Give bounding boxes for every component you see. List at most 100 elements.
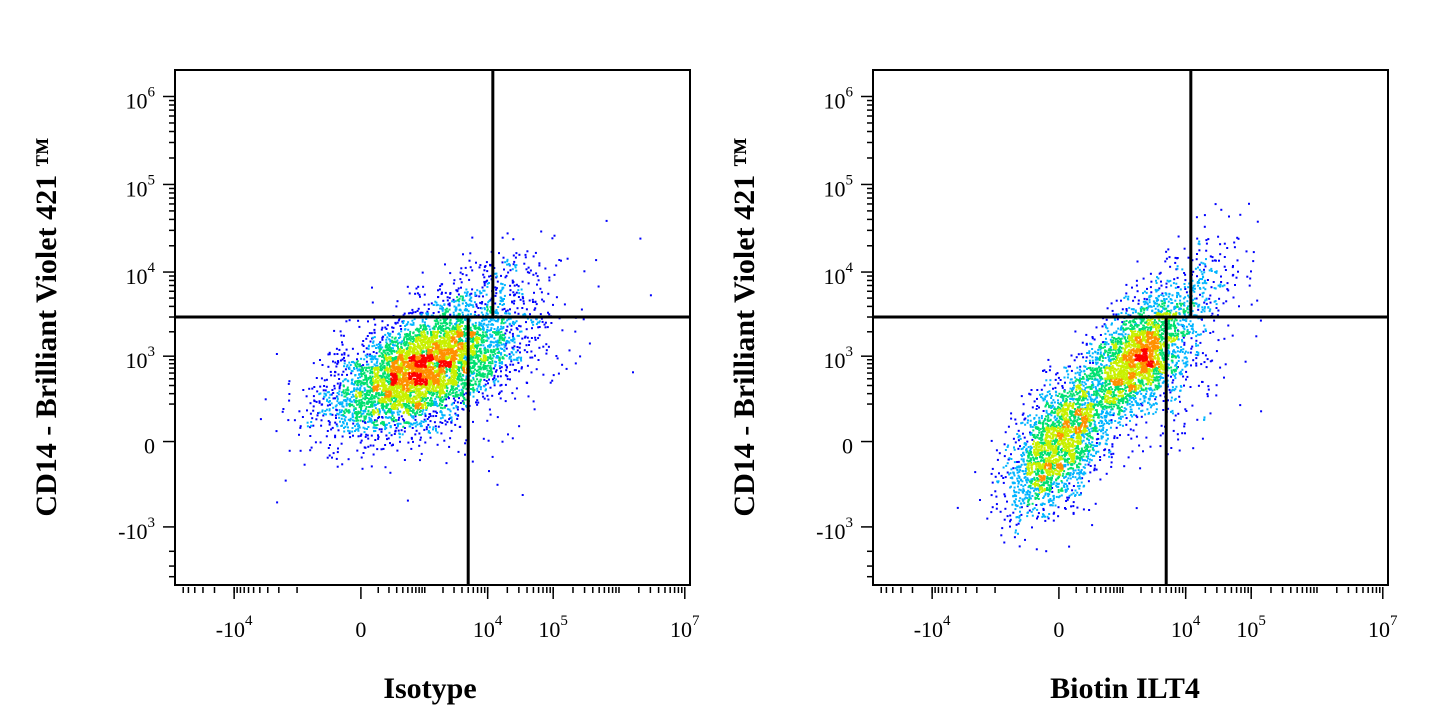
event-dot [406, 347, 409, 349]
event-dot [443, 342, 446, 345]
event-dot [407, 404, 410, 407]
event-dot [449, 390, 451, 393]
event-dot [379, 341, 382, 344]
event-dot [476, 330, 479, 333]
event-dot [384, 466, 387, 469]
event-dot [501, 283, 504, 286]
event-dot [538, 346, 541, 349]
event-dot [343, 353, 346, 356]
event-dot [489, 386, 492, 389]
event-dot [444, 423, 447, 426]
event-dot [416, 309, 419, 312]
event-dot [439, 332, 442, 335]
event-dot [355, 419, 358, 422]
event-dot [393, 359, 396, 362]
event-dot [387, 347, 390, 350]
event-dot [408, 346, 411, 349]
event-dot [465, 309, 468, 312]
event-dot [461, 374, 464, 376]
event-dot [452, 339, 455, 342]
event-dot [335, 365, 338, 368]
event-dot [477, 401, 480, 404]
event-dot [418, 444, 421, 447]
event-dot [429, 399, 431, 402]
event-dot [445, 390, 448, 393]
event-dot [519, 298, 522, 301]
event-dot [312, 362, 315, 365]
event-dot [405, 409, 408, 412]
event-dot [499, 384, 502, 387]
event-dot [419, 425, 422, 428]
event-dot [359, 391, 362, 394]
event-dot [438, 350, 441, 353]
event-dot [399, 333, 401, 336]
event-dot [397, 357, 400, 360]
event-dot [454, 412, 457, 415]
event-dot [387, 395, 390, 398]
event-dot [372, 444, 375, 447]
event-dot [374, 411, 377, 414]
event-dot [480, 311, 483, 314]
event-dot [331, 426, 334, 429]
event-dot [503, 294, 506, 297]
event-dot [393, 406, 395, 409]
event-dot [347, 409, 350, 412]
event-dot [437, 328, 440, 331]
event-dot [500, 370, 502, 373]
event-dot [354, 395, 357, 398]
event-dot [354, 393, 357, 396]
event-dot [385, 341, 388, 344]
event-dot [467, 310, 470, 313]
event-dot [555, 264, 558, 267]
event-dot [480, 367, 483, 370]
event-dot [384, 444, 387, 446]
event-dot [480, 307, 483, 310]
event-dot [446, 351, 449, 354]
event-dot [459, 351, 462, 353]
event-dot [411, 323, 414, 326]
event-dot [423, 393, 426, 396]
event-dot [450, 332, 453, 335]
event-dot [309, 449, 312, 452]
event-dot [353, 400, 356, 403]
event-dot [471, 365, 474, 368]
event-dot [424, 404, 427, 406]
event-dot [501, 348, 504, 350]
event-dot [379, 378, 382, 381]
event-dot [359, 389, 361, 392]
event-dot [484, 359, 487, 361]
event-dot [457, 348, 460, 350]
event-dot [443, 379, 445, 381]
event-dot [460, 366, 463, 369]
event-dot [453, 381, 456, 384]
event-dot [417, 351, 420, 354]
event-dot [419, 398, 422, 401]
event-dot [398, 382, 401, 385]
event-dot [530, 319, 533, 322]
event-dot [389, 343, 392, 345]
event-dot [328, 408, 331, 411]
event-dot [413, 389, 416, 392]
event-dot [422, 393, 425, 396]
event-dot [515, 387, 518, 390]
event-dot [405, 382, 408, 385]
event-dot [432, 380, 435, 383]
event-dot [513, 338, 516, 341]
event-dot [410, 401, 413, 404]
event-dot [385, 384, 388, 387]
event-dot [529, 356, 532, 359]
event-dot [373, 395, 376, 398]
event-dot [398, 376, 401, 379]
event-dot [335, 457, 338, 460]
event-dot [494, 286, 497, 289]
event-dot [438, 352, 441, 355]
event-dot [321, 410, 324, 413]
event-dot [455, 369, 458, 372]
event-dot [390, 348, 393, 351]
event-dot [403, 367, 406, 370]
event-dot [459, 278, 462, 281]
event-dot [481, 331, 484, 334]
event-dot [376, 423, 379, 426]
event-dot [430, 333, 433, 336]
event-dot [369, 396, 372, 399]
